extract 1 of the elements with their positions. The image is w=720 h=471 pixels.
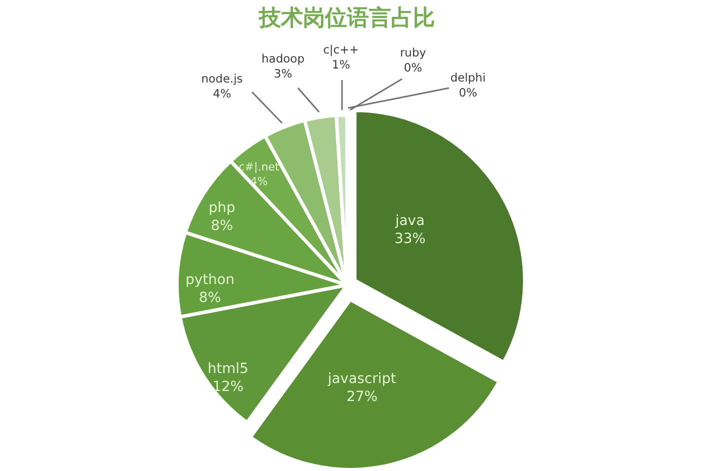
title: 技术岗位语言占比: [259, 6, 435, 31]
